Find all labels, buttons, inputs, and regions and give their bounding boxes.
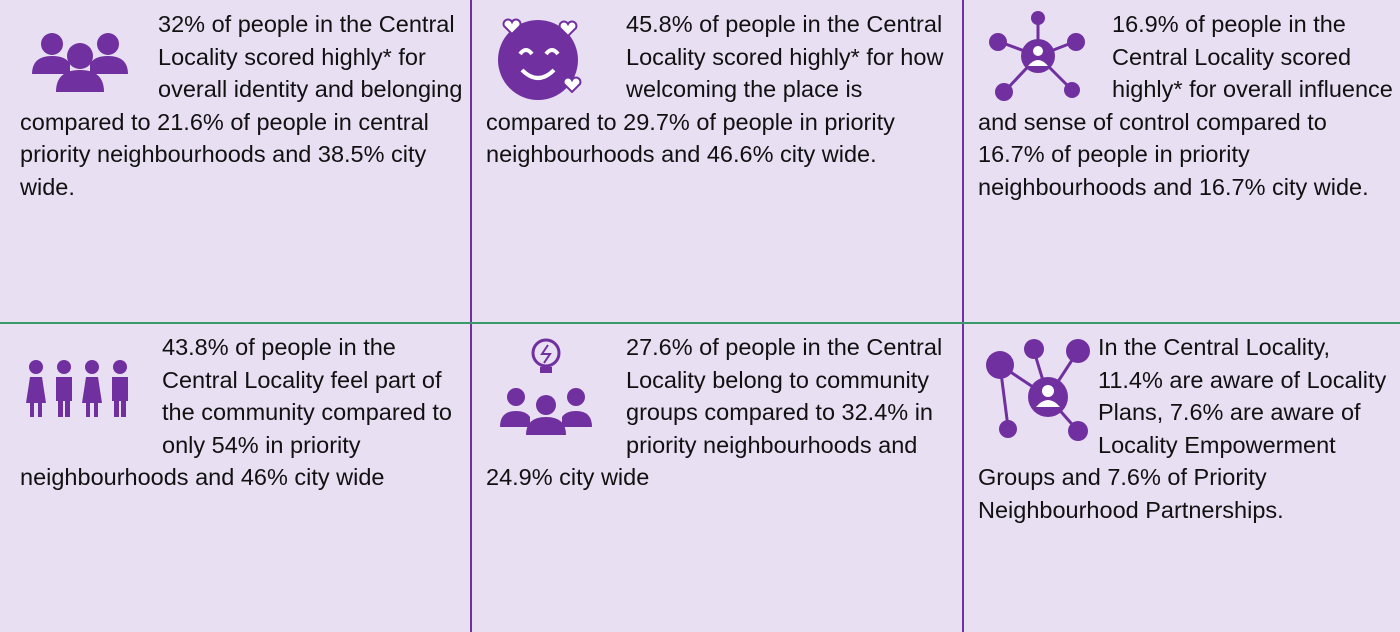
stat-cell: 27.6% of people in the Central Locality … — [472, 325, 962, 632]
community-icon — [26, 360, 128, 417]
idea-group-icon — [500, 338, 592, 435]
stat-text: 32% of people in the Central Locality sc… — [20, 11, 463, 200]
stat-text: 27.6% of people in the Central Locality … — [486, 334, 943, 491]
stat-cell: 45.8% of people in the Central Locality … — [472, 0, 962, 323]
connections-icon — [986, 339, 1090, 441]
column-divider — [962, 0, 964, 632]
stat-text: 16.9% of people in the Central Locality … — [978, 11, 1393, 200]
row-divider — [0, 322, 1400, 324]
stat-cell: 43.8% of people in the Central Locality … — [0, 325, 470, 632]
stat-text: 43.8% of people in the Central Locality … — [20, 334, 452, 491]
people-icon — [32, 33, 128, 92]
stat-text: In the Central Locality, 11.4% are aware… — [978, 334, 1387, 523]
column-divider — [470, 0, 472, 632]
network-icon — [989, 11, 1085, 101]
stat-cell: 16.9% of people in the Central Locality … — [964, 0, 1400, 323]
stat-cell: In the Central Locality, 11.4% are aware… — [964, 325, 1400, 632]
smiley-icon — [498, 18, 582, 100]
stat-text: 45.8% of people in the Central Locality … — [486, 11, 944, 168]
stat-cell: 32% of people in the Central Locality sc… — [0, 0, 470, 323]
